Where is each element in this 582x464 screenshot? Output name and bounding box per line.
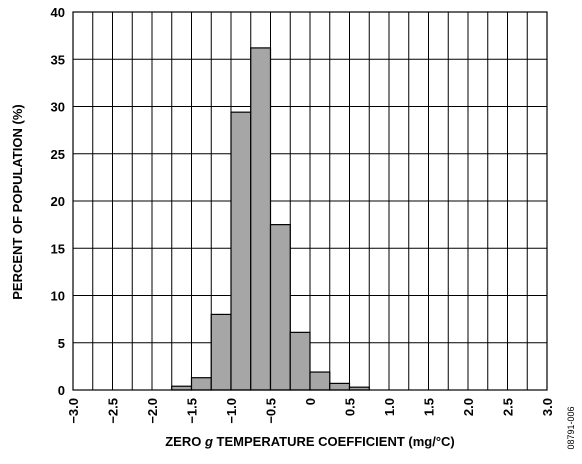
- histogram-bar: [250, 47, 272, 391]
- y-tick-label: 35: [51, 52, 65, 67]
- x-tick-label: 2.5: [501, 398, 516, 416]
- x-tick-label: 0.5: [343, 398, 358, 416]
- x-tick-label: −1.0: [224, 398, 239, 424]
- x-tick-label: 1.5: [422, 398, 437, 416]
- x-axis-title: ZERO g TEMPERATURE COEFFICIENT (mg/°C): [165, 434, 455, 449]
- y-tick-label: 20: [51, 194, 65, 209]
- plot-frame: [72, 11, 548, 391]
- y-tick-label: 15: [51, 241, 65, 256]
- histogram-bar: [230, 111, 252, 391]
- histogram-bar: [309, 371, 331, 391]
- x-tick-label: −1.5: [185, 398, 200, 424]
- x-tick-label: 2.0: [461, 398, 476, 416]
- histogram-bar: [190, 377, 212, 391]
- histogram-bar: [269, 224, 291, 391]
- x-tick-label: −2.0: [145, 398, 160, 424]
- x-tick-label: −0.5: [264, 398, 279, 424]
- histogram-bar: [289, 331, 311, 391]
- x-tick-label: 3.0: [540, 398, 555, 416]
- histogram-bars: [171, 47, 370, 391]
- y-tick-label: 10: [51, 289, 65, 304]
- y-tick-label: 0: [58, 383, 65, 398]
- y-tick-label: 25: [51, 147, 65, 162]
- x-axis-tick-labels: −3.0 −2.5 −2.0 −1.5 −1.0 −0.5 0 0.5 1.0 1.5 2.0 2.5…: [66, 398, 555, 424]
- histogram-bar: [210, 313, 232, 391]
- histogram-bar: [329, 382, 351, 391]
- y-axis-tick-labels: 0 5 10 15 20 25 30 35 40: [51, 5, 65, 398]
- y-tick-label: 5: [58, 336, 65, 351]
- x-tick-label: 1.0: [382, 398, 397, 416]
- y-tick-label: 30: [51, 100, 65, 115]
- x-tick-label: −2.5: [106, 398, 121, 424]
- x-tick-label: 0: [303, 398, 318, 405]
- y-tick-label: 40: [51, 5, 65, 20]
- x-tick-label: −3.0: [66, 398, 81, 424]
- figure-code: 08791-006: [566, 406, 576, 449]
- y-axis-title: PERCENT OF POPULATION (%): [10, 104, 25, 299]
- grid-lines: [73, 12, 547, 390]
